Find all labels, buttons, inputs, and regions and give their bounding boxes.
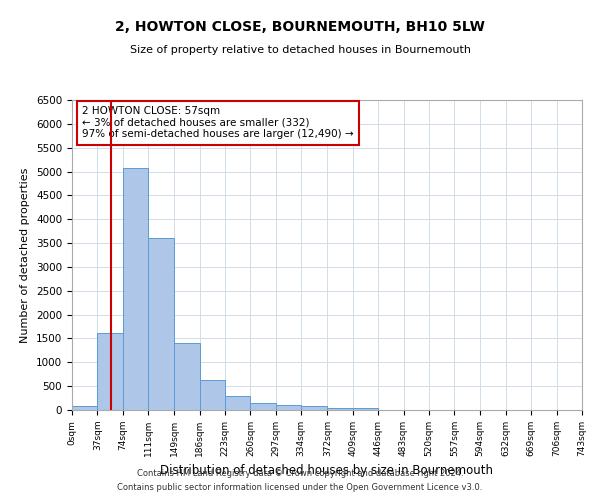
- Bar: [353, 408, 378, 410]
- Bar: [174, 343, 200, 410]
- Text: 2 HOWTON CLOSE: 57sqm
← 3% of detached houses are smaller (332)
97% of semi-deta: 2 HOWTON CLOSE: 57sqm ← 3% of detached h…: [82, 106, 354, 140]
- Bar: [276, 405, 301, 410]
- Y-axis label: Number of detached properties: Number of detached properties: [20, 168, 31, 342]
- Text: Contains HM Land Registry data © Crown copyright and database right 2024.: Contains HM Land Registry data © Crown c…: [137, 468, 463, 477]
- Bar: [97, 332, 123, 410]
- Text: Contains public sector information licensed under the Open Government Licence v3: Contains public sector information licen…: [118, 484, 482, 492]
- Text: Size of property relative to detached houses in Bournemouth: Size of property relative to detached ho…: [130, 45, 470, 55]
- Bar: [250, 403, 276, 410]
- Bar: [123, 168, 148, 410]
- Bar: [200, 380, 225, 410]
- Bar: [148, 238, 174, 410]
- Text: 2, HOWTON CLOSE, BOURNEMOUTH, BH10 5LW: 2, HOWTON CLOSE, BOURNEMOUTH, BH10 5LW: [115, 20, 485, 34]
- Bar: [72, 406, 97, 410]
- Bar: [301, 406, 328, 410]
- Bar: [225, 396, 250, 410]
- Bar: [328, 408, 353, 410]
- X-axis label: Distribution of detached houses by size in Bournemouth: Distribution of detached houses by size …: [161, 464, 493, 477]
